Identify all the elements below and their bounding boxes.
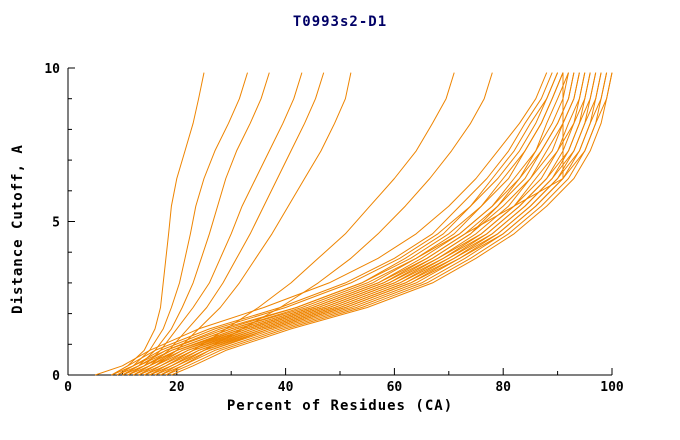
x-tick-label: 20 <box>169 380 185 395</box>
chart-title: T0993s2-D1 <box>292 14 388 30</box>
model-curve <box>95 72 548 376</box>
x-tick-label: 0 <box>64 380 72 395</box>
model-curve <box>111 72 553 376</box>
model-curve <box>116 72 564 376</box>
model-curve <box>122 72 564 376</box>
model-curve <box>116 72 248 376</box>
model-curve <box>111 72 205 376</box>
model-curve <box>127 72 569 376</box>
x-tick-label: 60 <box>387 380 403 395</box>
model-curve <box>133 72 575 376</box>
model-curve <box>171 72 613 376</box>
model-curve <box>133 72 325 376</box>
x-tick-label: 40 <box>278 380 294 395</box>
model-curve <box>138 72 586 376</box>
model-curve <box>122 72 564 376</box>
x-axis-label: Percent of Residues (CA) <box>226 398 454 414</box>
model-curve <box>116 72 559 376</box>
model-curve <box>165 72 608 376</box>
model-curve <box>133 72 580 376</box>
y-tick-label: 10 <box>44 62 60 77</box>
model-curve <box>149 72 493 376</box>
model-curve <box>127 72 303 376</box>
model-curve <box>149 72 591 376</box>
model-curve <box>160 72 608 376</box>
model-curve <box>122 72 569 376</box>
model-curve <box>144 72 455 376</box>
model-curve <box>165 72 613 376</box>
x-tick-label: 100 <box>600 380 624 395</box>
model-curve <box>154 72 597 376</box>
model-curve <box>160 72 602 376</box>
y-tick-label: 0 <box>52 369 60 384</box>
model-curve <box>111 72 559 376</box>
x-tick-label: 80 <box>495 380 511 395</box>
model-curve <box>138 72 580 376</box>
model-curve <box>143 72 586 376</box>
y-tick-label: 5 <box>52 216 60 231</box>
